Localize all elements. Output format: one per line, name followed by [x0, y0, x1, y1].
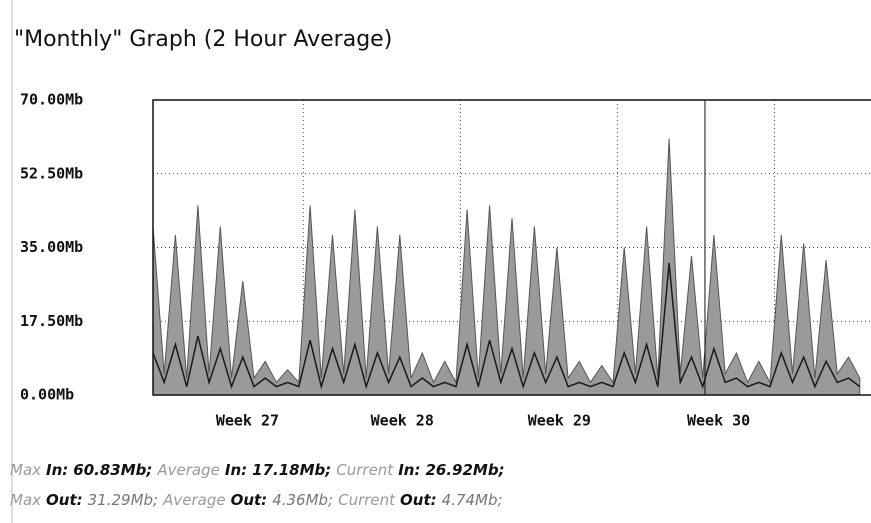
- plot-area: [152, 99, 871, 396]
- x-tick-label: Week 27: [216, 412, 279, 430]
- y-tick-label: 17.50Mb: [20, 312, 83, 330]
- stats-part: Out:: [400, 491, 437, 509]
- stats-part: Current: [336, 461, 394, 479]
- x-tick-label: Week 28: [371, 412, 434, 430]
- x-tick-label: Week 29: [528, 412, 591, 430]
- stats-part: Max: [10, 491, 41, 509]
- series-area: [152, 138, 861, 396]
- stats-part: In:: [398, 461, 420, 479]
- stats-part: Current: [338, 491, 396, 509]
- stats-part: Out:: [231, 491, 268, 509]
- stats-part: In:: [46, 461, 68, 479]
- y-tick-label: 0.00Mb: [20, 386, 74, 404]
- stats-part: 17.18Mb;: [252, 461, 331, 479]
- stats-part: Max: [10, 461, 41, 479]
- y-tick-label: 35.00Mb: [20, 238, 83, 256]
- series-line: [152, 263, 861, 390]
- stats-part: In:: [225, 461, 247, 479]
- x-tick-label: Week 30: [687, 412, 750, 430]
- plot-frame: [152, 99, 871, 396]
- y-tick-label: 52.50Mb: [20, 164, 83, 182]
- stats-line: Max In: 60.83Mb; Average In: 17.18Mb; Current I…: [10, 461, 505, 479]
- stats-part: 26.92Mb;: [425, 461, 504, 479]
- stats-part: Average: [162, 491, 225, 509]
- stats-part: Average: [156, 461, 219, 479]
- stats-part: 4.74Mb;: [442, 491, 503, 509]
- stats-part: Out:: [46, 491, 83, 509]
- stats-part: 31.29Mb;: [88, 491, 158, 509]
- stats-part: 4.36Mb;: [272, 491, 333, 509]
- chart-title: "Monthly" Graph (2 Hour Average): [14, 27, 392, 52]
- stats-part: 60.83Mb;: [73, 461, 152, 479]
- stats-line: Max Out: 31.29Mb; Average Out: 4.36Mb; Current…: [10, 491, 503, 509]
- y-tick-label: 70.00Mb: [20, 91, 83, 109]
